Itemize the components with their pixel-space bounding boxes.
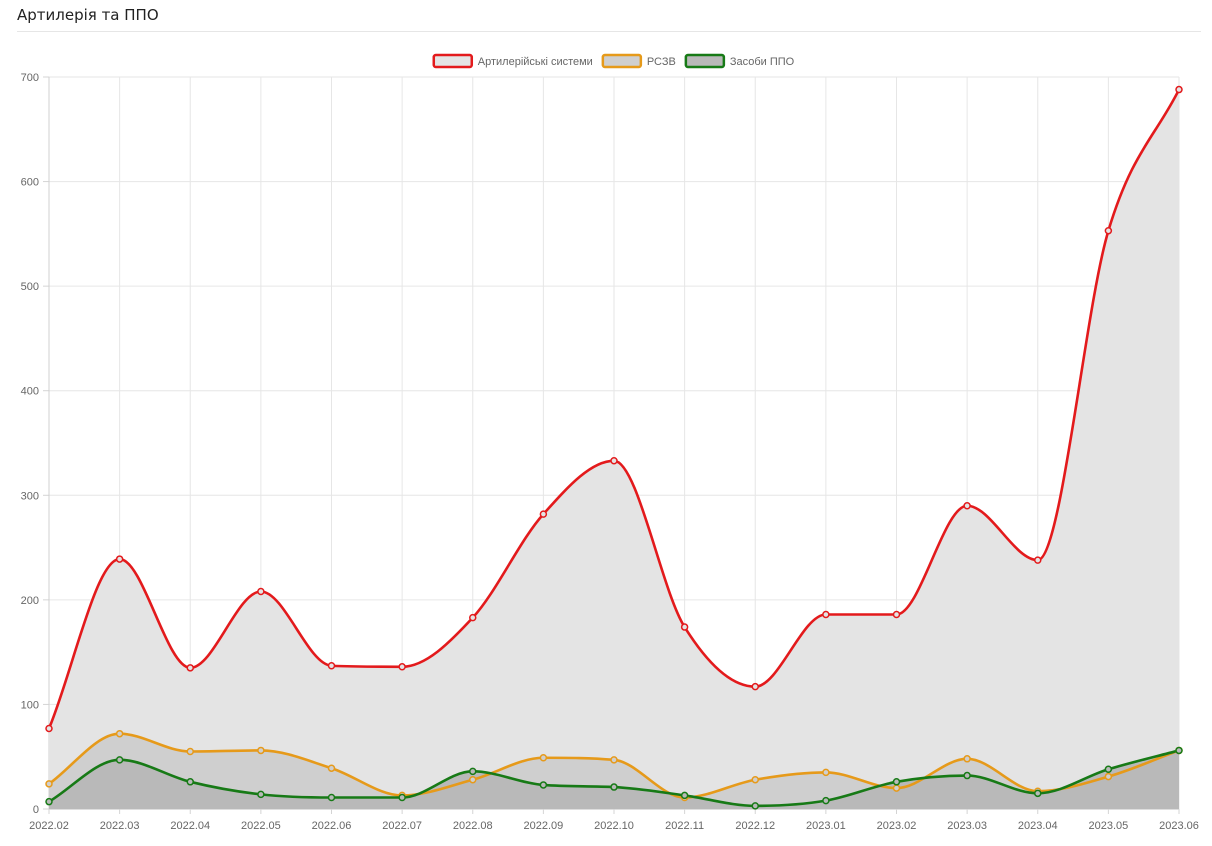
data-point: [45, 797, 53, 806]
data-point: [751, 682, 759, 691]
data-point: [1034, 789, 1042, 798]
legend-label: Засоби ППО: [730, 56, 795, 68]
series-1-line: [47, 88, 1181, 730]
legend-label: РСЗВ: [647, 56, 676, 68]
data-point: [1175, 746, 1183, 755]
y-tick-label: 100: [21, 699, 39, 711]
x-tick-label: 2022.11: [665, 820, 704, 832]
x-tick-label: 2023.05: [1088, 820, 1128, 832]
legend-swatch: [601, 53, 643, 69]
x-tick-label: 2022.03: [100, 820, 140, 832]
legend-label: Артилерійські системи: [478, 56, 593, 68]
data-points: [45, 85, 1183, 810]
data-point: [469, 613, 477, 622]
data-point: [751, 802, 759, 810]
x-tick-label: 2022.12: [735, 820, 775, 832]
data-point: [539, 781, 548, 789]
x-tick-label: 2022.09: [523, 820, 563, 832]
data-point: [186, 778, 194, 786]
data-point: [751, 775, 759, 784]
data-point: [963, 501, 971, 510]
x-tick-label: 2022.08: [453, 820, 493, 832]
data-point: [610, 783, 618, 791]
axis-labels: 0 100 200 300 400 500 600 700 2022.02 2022.03 2022…: [21, 72, 1199, 832]
data-point: [1175, 85, 1183, 94]
data-point: [1104, 226, 1113, 235]
data-point: [610, 457, 618, 465]
y-tick-label: 0: [33, 804, 39, 816]
y-tick-label: 600: [21, 177, 39, 189]
data-point: [539, 510, 548, 518]
data-point: [45, 780, 53, 788]
data-point: [469, 775, 477, 784]
y-tick-label: 500: [21, 281, 39, 293]
x-tick-label: 2022.04: [170, 820, 210, 832]
legend-swatch: [684, 53, 726, 69]
data-point: [398, 793, 406, 802]
x-tick-label: 2023.04: [1018, 820, 1058, 832]
data-point: [186, 664, 194, 672]
data-point: [398, 663, 406, 671]
data-point: [45, 724, 53, 733]
data-point: [1034, 556, 1042, 564]
data-point: [327, 764, 336, 772]
data-point: [257, 790, 265, 799]
y-tick-label: 400: [21, 386, 39, 398]
data-point: [822, 796, 830, 805]
x-tick-label: 2022.05: [241, 820, 281, 832]
data-point: [115, 729, 124, 738]
data-point: [680, 623, 689, 631]
data-point: [327, 793, 336, 802]
data-point: [539, 754, 548, 762]
data-point: [822, 610, 830, 619]
data-point: [822, 768, 830, 777]
data-point: [892, 610, 901, 619]
y-tick-label: 300: [21, 490, 39, 502]
x-tick-label: 2022.10: [594, 820, 634, 832]
data-point: [115, 555, 124, 563]
data-point: [610, 756, 618, 764]
data-point: [186, 747, 194, 756]
series-1-area: [49, 89, 1179, 810]
legend: Артилерійські системи РСЗВ Засоби ППО: [432, 53, 795, 69]
y-tick-label: 700: [21, 72, 39, 84]
x-tick-label: 2022.02: [29, 820, 69, 832]
data-point: [257, 587, 265, 596]
data-point: [892, 778, 901, 786]
y-tick-label: 200: [21, 595, 39, 607]
data-point: [680, 791, 689, 800]
data-point: [963, 755, 971, 763]
x-tick-label: 2023.02: [877, 820, 917, 832]
panel-header: Артилерія та ППО: [17, 0, 1201, 32]
x-tick-label: 2023.03: [947, 820, 987, 832]
data-point: [1104, 772, 1113, 781]
data-point: [469, 767, 477, 776]
x-tick-label: 2023.06: [1159, 820, 1199, 832]
data-point: [115, 756, 124, 764]
x-tick-label: 2022.07: [382, 820, 422, 832]
data-point: [963, 771, 971, 780]
data-point: [327, 661, 336, 670]
data-point: [257, 746, 265, 755]
data-point: [892, 784, 901, 792]
panel-title: Артилерія та ППО: [17, 6, 159, 24]
series-3-area: [49, 750, 1179, 809]
x-tick-label: 2023.01: [806, 820, 846, 832]
legend-swatch: [432, 53, 474, 69]
x-tick-label: 2022.06: [312, 820, 352, 832]
data-point: [1104, 765, 1113, 774]
